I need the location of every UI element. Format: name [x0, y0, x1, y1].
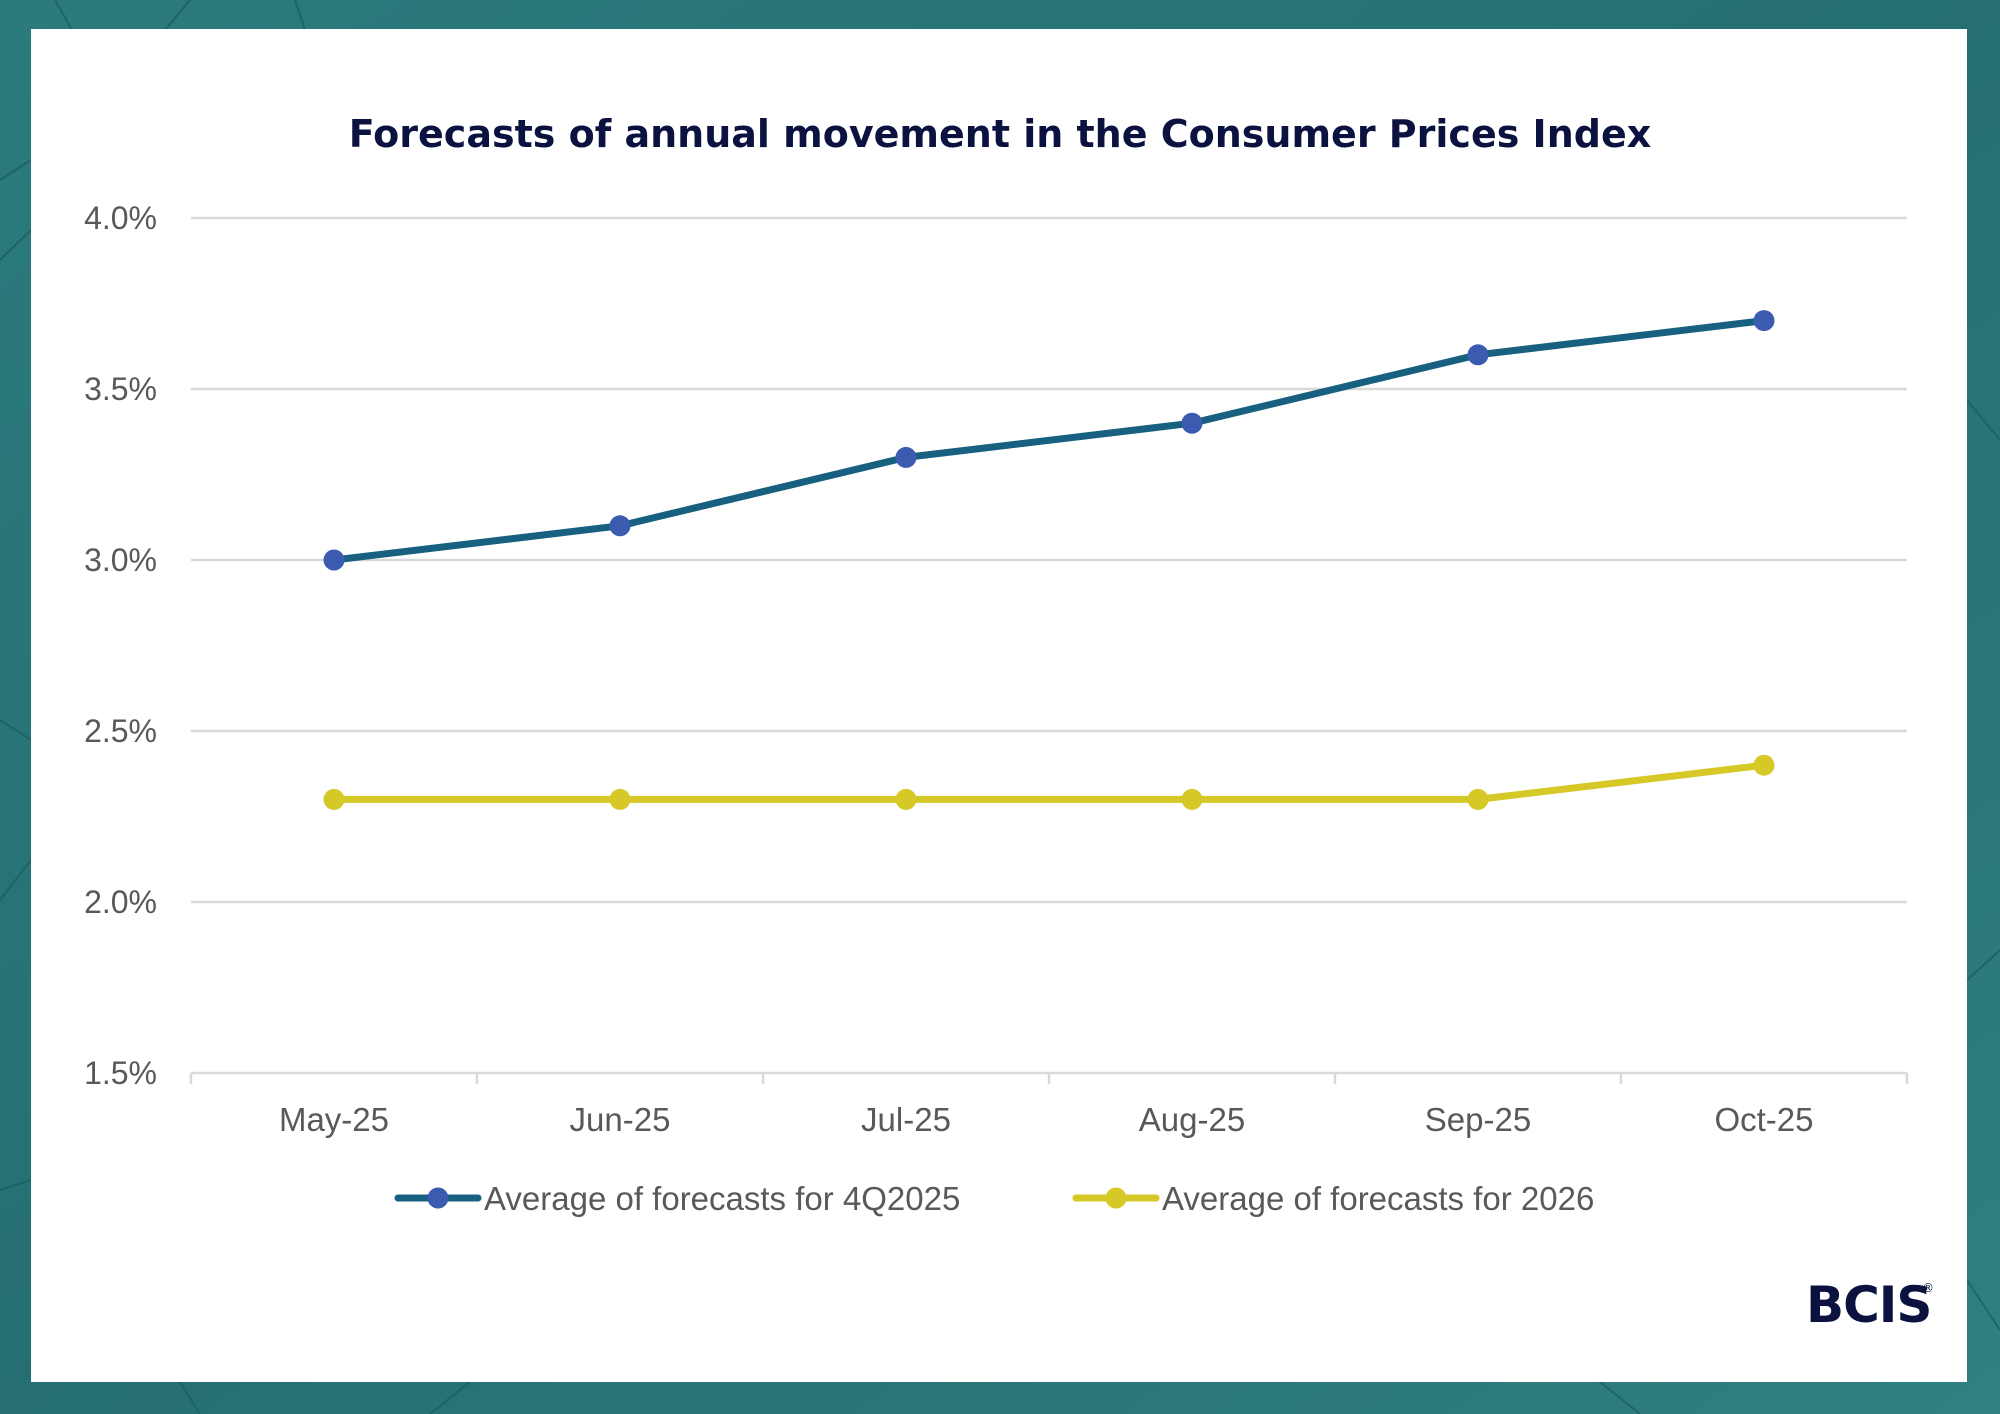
chart-title: Forecasts of annual movement in the Cons…	[349, 112, 1651, 156]
legend-label: Average of forecasts for 2026	[1162, 1180, 1594, 1217]
series-line	[330, 761, 1768, 803]
y-tick-label: 3.0%	[84, 542, 157, 578]
registered-mark: ®	[1922, 1281, 1934, 1295]
x-tick-label: Sep-25	[1425, 1101, 1531, 1138]
legend: Average of forecasts for 4Q2025 Average o…	[394, 1180, 1594, 1217]
legend-item-1: Average of forecasts for 4Q2025	[394, 1180, 960, 1217]
x-tick-label: May-25	[279, 1101, 389, 1138]
data-point	[895, 788, 917, 810]
x-tick-label: Oct-25	[1714, 1101, 1813, 1138]
series-group	[323, 310, 1775, 810]
legend-item-2: Average of forecasts for 2026	[1072, 1180, 1594, 1217]
x-tick-label: Jun-25	[570, 1101, 671, 1138]
data-point	[1181, 412, 1203, 434]
y-tick-label: 2.0%	[84, 884, 157, 920]
data-point	[1467, 344, 1489, 366]
chart-panel	[31, 29, 1967, 1382]
gridlines	[191, 216, 1907, 904]
data-point	[609, 515, 631, 537]
legend-label: Average of forecasts for 4Q2025	[484, 1180, 960, 1217]
x-tick-label: Aug-25	[1139, 1101, 1245, 1138]
data-point	[1181, 788, 1203, 810]
x-axis: May-25 Jun-25 Jul-25 Aug-25 Sep-25 Oct-25	[189, 1071, 1909, 1138]
data-point	[609, 788, 631, 810]
y-tick-label: 4.0%	[84, 200, 157, 236]
data-point	[323, 788, 345, 810]
data-point	[1753, 310, 1775, 332]
x-tick-label: Jul-25	[861, 1101, 951, 1138]
series-line	[330, 317, 1768, 564]
bcis-logo: BCIS ®	[1806, 1276, 1934, 1334]
y-tick-label: 2.5%	[84, 713, 157, 749]
series-2	[323, 754, 1775, 810]
data-point	[895, 446, 917, 468]
legend-marker	[1105, 1187, 1127, 1209]
legend-marker	[427, 1187, 449, 1209]
y-tick-label: 3.5%	[84, 371, 157, 407]
bcis-logo-text: BCIS	[1806, 1276, 1931, 1334]
data-point	[1467, 788, 1489, 810]
y-axis-tick-labels: 1.5% 2.0% 2.5% 3.0% 3.5% 4.0%	[84, 200, 157, 1091]
data-point	[323, 549, 345, 571]
y-tick-label: 1.5%	[84, 1055, 157, 1091]
data-point	[1753, 754, 1775, 776]
series-1	[323, 310, 1775, 571]
